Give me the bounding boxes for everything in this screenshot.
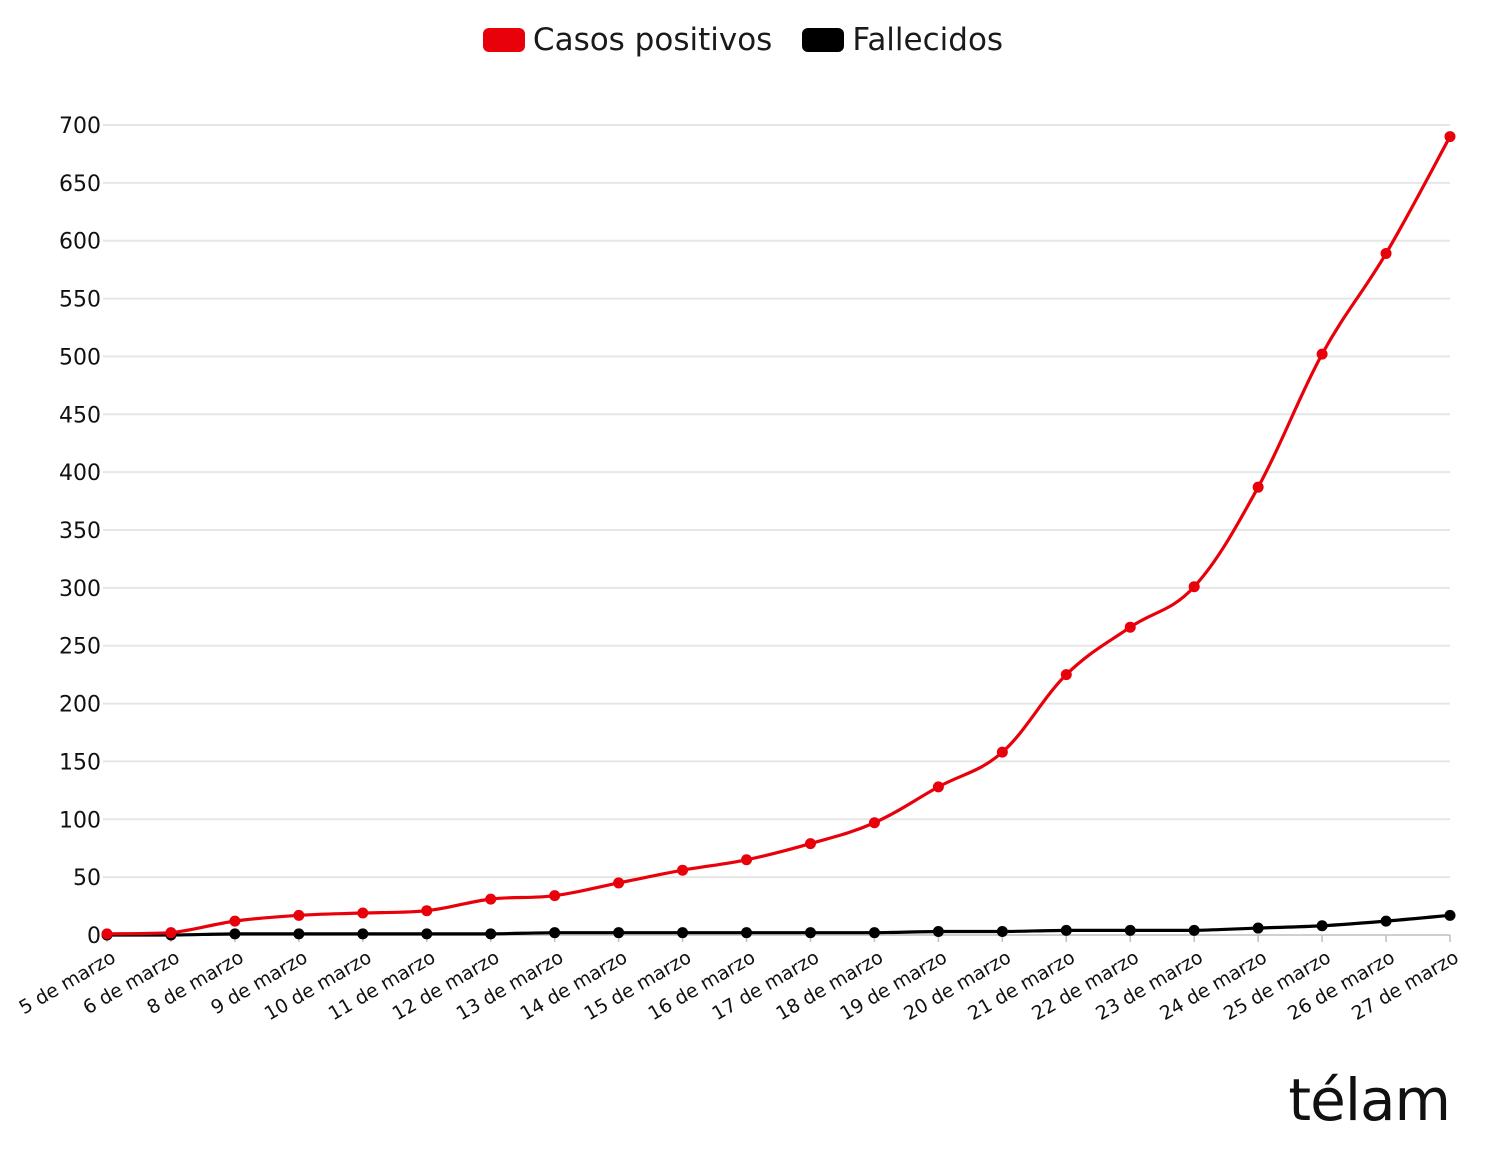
data-point-fallecidos[interactable] — [868, 927, 880, 939]
data-point-casos-positivos[interactable] — [1380, 247, 1392, 259]
data-point-fallecidos[interactable] — [229, 928, 241, 940]
y-tick-label: 450 — [59, 403, 101, 428]
series-line-fallecidos — [105, 913, 1452, 937]
gridlines — [103, 124, 1451, 942]
y-tick-label: 200 — [59, 693, 101, 718]
data-point-fallecidos[interactable] — [1252, 922, 1264, 934]
data-point-casos-positivos[interactable] — [868, 817, 880, 829]
data-point-casos-positivos[interactable] — [677, 864, 689, 876]
series-fallecidos — [101, 909, 1456, 941]
y-tick-label: 500 — [59, 345, 101, 370]
legend-label-casos-positivos: Casos positivos — [532, 22, 773, 58]
data-point-casos-positivos[interactable] — [549, 890, 561, 902]
data-point-casos-positivos[interactable] — [1252, 481, 1264, 493]
y-tick-label: 400 — [59, 461, 101, 486]
data-point-fallecidos[interactable] — [421, 928, 433, 940]
data-point-casos-positivos[interactable] — [1316, 348, 1328, 360]
y-tick-label: 650 — [59, 172, 101, 197]
data-point-fallecidos[interactable] — [357, 928, 369, 940]
data-point-casos-positivos[interactable] — [1124, 621, 1136, 633]
data-point-fallecidos[interactable] — [1060, 924, 1072, 936]
y-tick-label: 600 — [59, 230, 101, 255]
data-point-fallecidos[interactable] — [1444, 909, 1456, 921]
y-tick-label: 350 — [59, 519, 101, 544]
data-point-casos-positivos[interactable] — [741, 854, 753, 866]
series-lines — [101, 131, 1456, 941]
data-point-fallecidos[interactable] — [741, 927, 753, 939]
data-point-casos-positivos[interactable] — [421, 905, 433, 917]
data-point-casos-positivos[interactable] — [804, 838, 816, 850]
legend-item-casos-positivos[interactable]: Casos positivos — [482, 22, 773, 58]
data-point-casos-positivos[interactable] — [932, 781, 944, 793]
legend-item-fallecidos[interactable]: Fallecidos — [802, 22, 1003, 58]
y-tick-label: 700 — [59, 114, 101, 139]
data-point-fallecidos[interactable] — [804, 927, 816, 939]
data-point-casos-positivos[interactable] — [613, 877, 625, 889]
data-point-casos-positivos[interactable] — [1188, 581, 1200, 593]
legend-label-fallecidos: Fallecidos — [852, 22, 1004, 58]
y-tick-label: 150 — [59, 750, 101, 775]
data-point-casos-positivos[interactable] — [1060, 669, 1072, 681]
data-point-casos-positivos[interactable] — [485, 893, 497, 905]
telam-logo: télam — [1288, 1066, 1451, 1134]
data-point-casos-positivos[interactable] — [357, 907, 369, 919]
series-casos-positivos — [101, 131, 1456, 940]
data-point-fallecidos[interactable] — [1124, 924, 1136, 936]
y-tick-label: 300 — [59, 577, 101, 602]
legend: Casos positivos Fallecidos — [0, 22, 1486, 58]
data-point-fallecidos[interactable] — [1316, 920, 1328, 932]
data-point-casos-positivos[interactable] — [165, 927, 177, 939]
legend-swatch-fallecidos — [802, 28, 845, 52]
data-point-fallecidos[interactable] — [677, 927, 689, 939]
legend-swatch-casos-positivos — [482, 28, 525, 52]
data-point-casos-positivos[interactable] — [229, 915, 241, 927]
y-tick-label: 550 — [59, 288, 101, 313]
data-point-fallecidos[interactable] — [549, 927, 561, 939]
series-line-casos-positivos — [105, 134, 1452, 936]
data-point-fallecidos[interactable] — [293, 928, 305, 940]
y-tick-label: 50 — [73, 866, 101, 891]
data-point-fallecidos[interactable] — [1188, 924, 1200, 936]
data-point-casos-positivos[interactable] — [996, 746, 1008, 758]
data-point-fallecidos[interactable] — [932, 926, 944, 938]
data-point-fallecidos[interactable] — [613, 927, 625, 939]
data-point-casos-positivos[interactable] — [1444, 131, 1456, 143]
data-point-fallecidos[interactable] — [485, 928, 497, 940]
y-axis-tick-labels: 0 50 100 150 200 250 300 350 400 450 500 550 600 650 7… — [59, 114, 101, 949]
y-tick-label: 0 — [87, 924, 101, 949]
y-tick-label: 250 — [59, 635, 101, 660]
data-point-fallecidos[interactable] — [1380, 915, 1392, 927]
data-point-casos-positivos[interactable] — [293, 909, 305, 921]
y-tick-label: 100 — [59, 808, 101, 833]
data-point-casos-positivos[interactable] — [101, 928, 113, 940]
data-point-fallecidos[interactable] — [996, 926, 1008, 938]
